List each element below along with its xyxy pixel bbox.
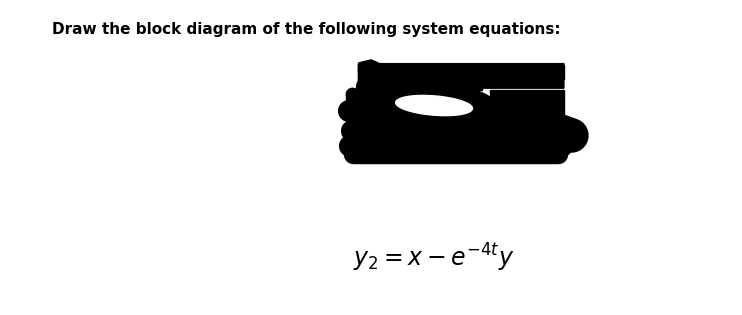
Text: $y_2 = x - e^{-4t}y$: $y_2 = x - e^{-4t}y$ (353, 242, 515, 274)
Polygon shape (490, 90, 564, 151)
Polygon shape (360, 65, 564, 79)
Polygon shape (364, 83, 482, 90)
Polygon shape (358, 64, 564, 88)
Polygon shape (395, 95, 473, 116)
Polygon shape (358, 60, 378, 63)
Polygon shape (358, 65, 393, 72)
Text: Draw the block diagram of the following system equations:: Draw the block diagram of the following … (52, 22, 560, 37)
